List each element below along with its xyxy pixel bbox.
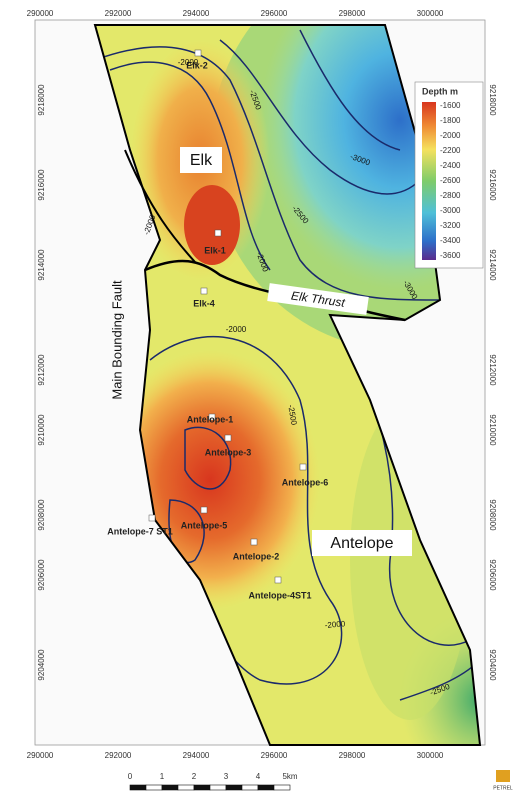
x-label-top: 292000 <box>105 9 132 18</box>
map-boundary <box>93 24 482 746</box>
logo: PETREL <box>493 785 513 791</box>
well-marker <box>148 514 156 522</box>
y-label-right: 9218000 <box>488 84 497 116</box>
x-label-bottom: 294000 <box>183 751 210 760</box>
y-label-right: 9210000 <box>488 414 497 446</box>
x-label-top: 290000 <box>27 9 54 18</box>
scale-segment <box>209 784 227 791</box>
well-label: Elk-1 <box>204 245 226 255</box>
well-label: Antelope-4ST1 <box>248 590 311 600</box>
y-label-left: 9214000 <box>37 249 46 281</box>
well-label: Antelope-3 <box>205 447 252 457</box>
legend-label: -1600 <box>440 101 461 110</box>
scale-label: 4 <box>256 772 261 781</box>
field-label-box <box>180 147 222 173</box>
y-label-right: 9206000 <box>488 559 497 591</box>
y-label-left: 9204000 <box>37 649 46 681</box>
scale-label: 5km <box>282 772 297 781</box>
legend-label: -2400 <box>440 161 461 170</box>
scale-segment <box>129 784 147 791</box>
legend-label: -3600 <box>440 251 461 260</box>
legend-label: -2000 <box>440 131 461 140</box>
y-label-left: 9212000 <box>37 354 46 386</box>
fault-label: Main Bounding Fault <box>109 280 124 400</box>
legend-label: -2600 <box>440 176 461 185</box>
legend-label: -2200 <box>440 146 461 155</box>
x-label-bottom: 290000 <box>27 751 54 760</box>
fault-label-box <box>267 283 369 315</box>
legend-title: Depth m <box>422 86 458 96</box>
y-label-right: 9208000 <box>488 499 497 531</box>
legend-label: -3400 <box>440 236 461 245</box>
well-label: Antelope-7 ST1 <box>107 526 173 536</box>
scale-segment <box>161 784 179 791</box>
scale-segment <box>225 784 243 791</box>
color-bar <box>422 102 436 260</box>
well-marker <box>224 434 232 442</box>
scale-segment <box>193 784 211 791</box>
legend-label: -2800 <box>440 191 461 200</box>
scale-segment <box>145 784 163 791</box>
scale-label: 1 <box>160 772 165 781</box>
well-label: Antelope-5 <box>181 520 228 530</box>
well-label: Elk-4 <box>193 298 215 308</box>
x-label-bottom: 300000 <box>417 751 444 760</box>
y-label-right: 9214000 <box>488 249 497 281</box>
scale-segment <box>257 784 275 791</box>
x-label-bottom: 298000 <box>339 751 366 760</box>
contour-label: -2000 <box>226 325 247 334</box>
well-marker <box>200 506 208 514</box>
well-label: Antelope-2 <box>233 551 280 561</box>
y-label-left: 9218000 <box>37 84 46 116</box>
x-label-bottom: 292000 <box>105 751 132 760</box>
x-label-bottom: 296000 <box>261 751 288 760</box>
scale-segment <box>273 784 291 791</box>
well-marker <box>200 287 208 295</box>
legend-label: -3000 <box>440 206 461 215</box>
y-label-right: 9216000 <box>488 169 497 201</box>
legend-label: -3200 <box>440 221 461 230</box>
field-label: Antelope <box>330 535 393 552</box>
logo-icon <box>496 770 510 782</box>
field-label: Elk <box>190 152 213 169</box>
scale-label: 2 <box>192 772 197 781</box>
scale-label: 3 <box>224 772 229 781</box>
well-marker <box>299 463 307 471</box>
y-label-left: 9210000 <box>37 414 46 446</box>
well-marker <box>274 576 282 584</box>
well-marker <box>250 538 258 546</box>
y-label-left: 9216000 <box>37 169 46 201</box>
well-marker <box>194 49 202 57</box>
x-label-top: 294000 <box>183 9 210 18</box>
well-marker <box>214 229 222 237</box>
y-label-right: 9204000 <box>488 649 497 681</box>
scale-segment <box>241 784 259 791</box>
contour-label: -2000 <box>178 58 199 67</box>
contour-label: -2500 <box>286 404 299 426</box>
y-label-left: 9206000 <box>37 559 46 591</box>
x-label-top: 296000 <box>261 9 288 18</box>
x-label-top: 300000 <box>417 9 444 18</box>
contour-label: -2000 <box>324 619 346 630</box>
well-label: Elk-2 <box>186 60 208 70</box>
y-label-left: 9208000 <box>37 499 46 531</box>
field-label-box <box>312 530 412 556</box>
well-marker <box>208 413 216 421</box>
scale-segment <box>177 784 195 791</box>
y-label-right: 9212000 <box>488 354 497 386</box>
legend-label: -1800 <box>440 116 461 125</box>
fault <box>124 149 196 263</box>
well-label: Antelope-1 <box>187 414 234 424</box>
x-label-top: 298000 <box>339 9 366 18</box>
well-label: Antelope-6 <box>282 477 329 487</box>
scale-label: 0 <box>128 772 133 781</box>
